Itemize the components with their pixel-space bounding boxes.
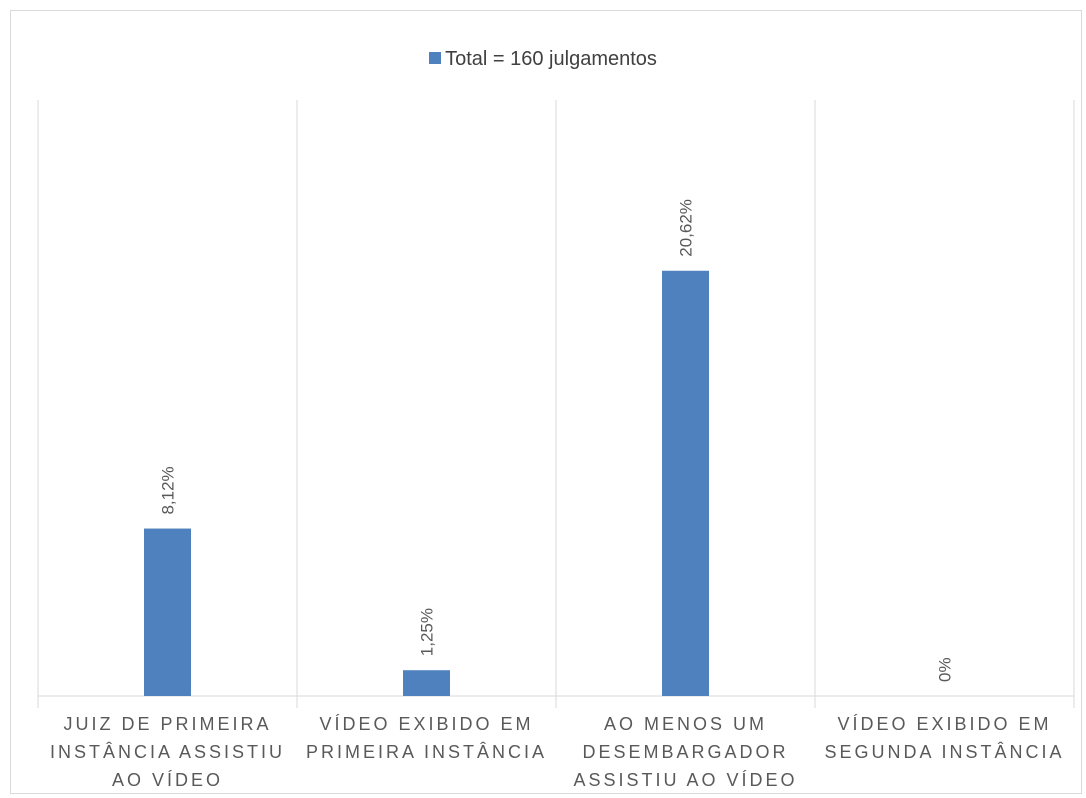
category-label: AO MENOS UM	[604, 714, 767, 734]
category-label: DESEMBARGADOR	[582, 742, 788, 762]
legend-swatch	[429, 51, 442, 64]
bar	[144, 528, 191, 696]
data-label: 8,12%	[159, 466, 178, 514]
bar	[403, 670, 450, 696]
bar	[662, 270, 709, 696]
data-label: 0%	[936, 657, 955, 682]
legend-label: Total = 160 julgamentos	[445, 48, 657, 70]
category-label: SEGUNDA INSTÂNCIA	[824, 742, 1064, 762]
category-label: PRIMEIRA INSTÂNCIA	[306, 742, 547, 762]
category-label: VÍDEO EXIBIDO EM	[319, 714, 533, 734]
category-label: INSTÂNCIA ASSISTIU	[50, 742, 285, 762]
legend: Total = 160 julgamentos	[0, 48, 1086, 71]
data-label: 20,62%	[677, 199, 696, 257]
category-label: JUIZ DE PRIMEIRA	[63, 714, 271, 734]
category-label: ASSISTIU AO VÍDEO	[573, 770, 797, 790]
data-label: 1,25%	[418, 608, 437, 656]
category-label: AO VÍDEO	[112, 770, 223, 790]
category-label: VÍDEO EXIBIDO EM	[837, 714, 1051, 734]
